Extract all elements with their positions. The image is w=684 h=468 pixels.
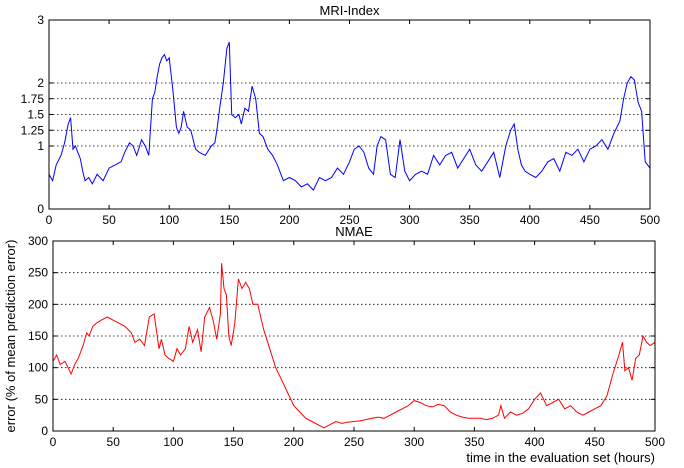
nmae-x-tick-label: 250 [344,435,364,449]
nmae-x-axis-label: time in the evaluation set (hours) [466,450,655,465]
mri-x-tick-label: 200 [279,213,299,227]
mri-y-tick-label: 2 [37,76,44,90]
mri-x-tick-label: 100 [159,213,179,227]
mri-chart-title: MRI-Index [320,3,380,18]
nmae-x-tick-label: 300 [404,435,424,449]
mri-y-tick-label: 1.25 [21,123,45,137]
nmae-y-tick-label: 150 [28,329,48,343]
mri-y-tick-label: 3 [37,13,44,27]
nmae-y-tick-label: 300 [28,234,48,248]
nmae-panel: 0 50 100 150 200 250 300 350 400 450 500 0 50 100 150 2… [3,224,665,465]
mri-x-tick-label: 450 [580,213,600,227]
nmae-y-tick-label: 200 [28,297,48,311]
mri-x-tick-label: 250 [339,213,359,227]
nmae-y-tick-label: 100 [28,361,48,375]
nmae-x-tick-label: 400 [525,435,545,449]
mri-y-tick-label: 1 [37,139,44,153]
mri-x-tick-label: 300 [400,213,420,227]
nmae-chart-title: NMAE [335,224,373,239]
nmae-x-tick-label: 0 [50,435,57,449]
nmae-y-tick-label: 0 [41,424,48,438]
mri-x-tick-label: 500 [640,213,660,227]
mri-x-tick-label: 0 [46,213,53,227]
nmae-x-tick-label: 350 [464,435,484,449]
mri-x-tick-label: 400 [520,213,540,227]
nmae-series-line [52,263,656,429]
mri-y-tick-label: 1.75 [21,92,45,106]
nmae-x-tick-label: 500 [645,435,665,449]
mri-x-tick-label: 50 [102,213,116,227]
nmae-x-tick-label: 450 [585,435,605,449]
mri-x-tick-label: 350 [460,213,480,227]
mri-y-tick-label: 0 [37,202,44,216]
nmae-x-tick-label: 200 [284,435,304,449]
nmae-y-axis-label: error (% of mean prediction error) [3,240,18,433]
mri-x-tick-label: 150 [219,213,239,227]
mri-series-line [48,41,651,191]
mri-y-tick-label: 1.5 [27,108,44,122]
nmae-x-tick-label: 50 [107,435,121,449]
nmae-y-tick-label: 50 [35,392,49,406]
mri-panel: 0 50 100 150 200 250 300 350 400 450 500 0 1 1.251.5 1… [21,3,661,227]
nmae-y-tick-label: 250 [28,266,48,280]
nmae-x-tick-label: 150 [224,435,244,449]
nmae-x-tick-label: 100 [163,435,183,449]
